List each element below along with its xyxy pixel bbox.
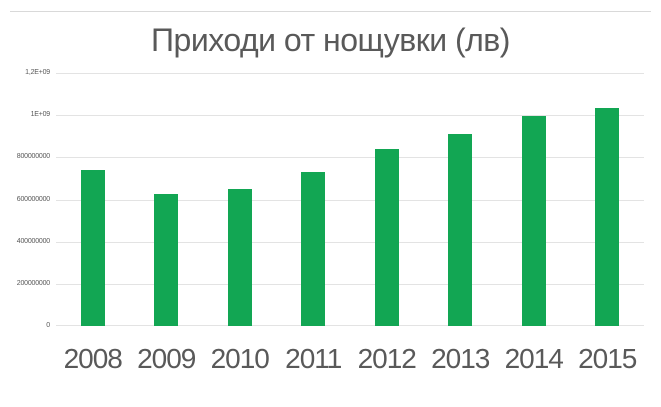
y-tick-label: 1E+09 (30, 111, 51, 118)
gridline (56, 200, 644, 201)
bar-2015 (595, 108, 619, 326)
bar-2012 (375, 149, 399, 326)
gridline (56, 157, 644, 158)
y-axis: 1,2E+09 1E+09 800000000 600000000 400000000 2… (0, 69, 51, 329)
y-tick-label: 0 (46, 322, 50, 329)
x-tick-label-2015: 2015 (578, 343, 637, 374)
x-tick-label-2013: 2013 (431, 343, 490, 374)
x-tick-label-2010: 2010 (210, 343, 270, 374)
x-tick-label-2011: 2011 (285, 343, 342, 374)
bar-2008 (81, 170, 105, 326)
gridline (56, 325, 644, 326)
gridline (56, 284, 644, 285)
y-tick-label: 800000000 (16, 153, 50, 160)
y-tick-label: 600000000 (16, 196, 50, 203)
x-tick-label-2012: 2012 (357, 343, 417, 374)
gridline (56, 115, 644, 116)
gridline (56, 242, 644, 243)
plot-area (56, 73, 644, 326)
bar-2011 (301, 172, 325, 326)
chart-title: Приходи от нощувки (лв) (151, 22, 510, 58)
y-tick-label: 1,2E+09 (25, 69, 50, 76)
x-tick-label-2009: 2009 (137, 343, 196, 374)
bar-2009 (154, 194, 178, 326)
y-tick-label: 400000000 (16, 238, 50, 245)
top-divider-line (10, 11, 651, 12)
bar-2013 (448, 134, 472, 326)
gridline (56, 73, 644, 74)
x-tick-label-2008: 2008 (63, 343, 123, 374)
bar-2010 (228, 189, 252, 326)
x-tick-label-2014: 2014 (504, 343, 564, 374)
bar-2014 (522, 116, 546, 326)
y-tick-label: 200000000 (16, 280, 50, 287)
x-axis: 2008 2009 2010 2011 2012 2013 2014 2015 (56, 343, 644, 375)
